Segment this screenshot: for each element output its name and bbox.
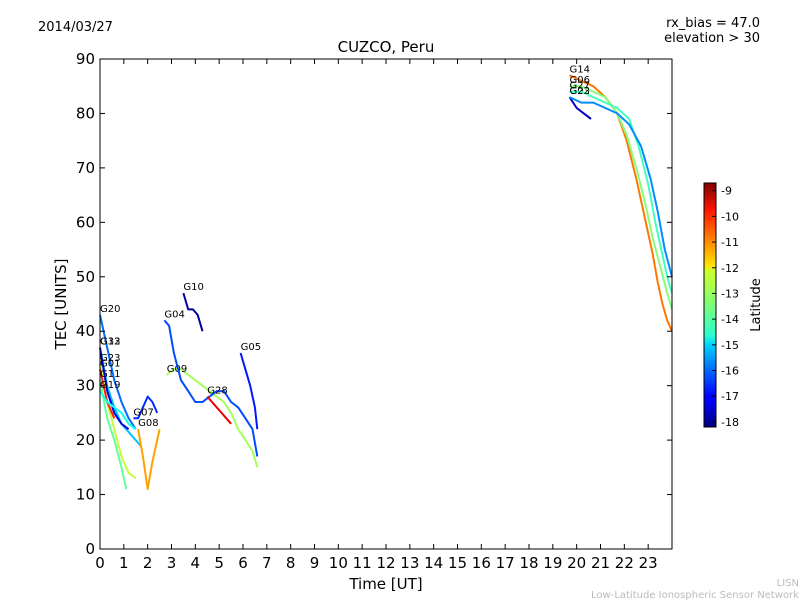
x-tick-label: 7 <box>262 554 272 572</box>
x-tick-label: 11 <box>353 554 372 572</box>
series-label-g22: G22 <box>570 86 590 97</box>
series-label-g11: G11 <box>100 369 120 380</box>
series-label-g19: G19 <box>100 380 120 391</box>
series-line-g05 <box>239 352 259 430</box>
y-axis-label: TEC [UNITS] <box>52 259 70 351</box>
colorbar-ticks: -9 -10 -11 -12 -13 -14 -15 -16 -17 -18 <box>712 185 739 429</box>
x-tick-label: 20 <box>567 554 586 572</box>
x-tick-label: 21 <box>591 554 610 572</box>
y-tick-label: 60 <box>76 213 95 231</box>
colorbar <box>703 182 717 428</box>
colorbar-tick-label: -15 <box>721 339 739 352</box>
series-label-g14: G14 <box>570 64 590 75</box>
series-line-g03 <box>568 96 592 120</box>
series-label-g20: G20 <box>100 304 120 315</box>
series-label-g09: G09 <box>167 364 187 375</box>
series-label-g13: G13 <box>100 337 120 348</box>
colorbar-tick-label: -13 <box>721 287 739 300</box>
y-tick-label: 0 <box>85 540 95 558</box>
y-axis: 0 10 20 30 40 50 60 70 80 90 <box>76 50 672 558</box>
series-label-g06: G06 <box>570 75 590 86</box>
x-tick-label: 2 <box>143 554 153 572</box>
x-tick-label: 9 <box>310 554 320 572</box>
x-tick-label: 6 <box>238 554 248 572</box>
series-line-g20 <box>99 314 137 430</box>
series-line-g11 <box>99 380 128 490</box>
series-line-g13 <box>99 347 130 430</box>
series-label-g23: G23 <box>100 353 120 364</box>
colorbar-tick-label: -17 <box>721 390 739 403</box>
x-tick-label: 17 <box>496 554 515 572</box>
x-tick-label: 15 <box>448 554 467 572</box>
series-line-g22 <box>569 96 673 278</box>
series-line-g14 <box>569 74 673 332</box>
chart-title: CUZCO, Peru <box>338 38 435 56</box>
series-label-g10: G10 <box>183 282 203 293</box>
colorbar-tick-label: -14 <box>721 313 739 326</box>
x-tick-label: 18 <box>519 554 538 572</box>
series-line-g10 <box>182 292 204 332</box>
x-tick-label: 23 <box>639 554 658 572</box>
x-axis: 0 1 2 3 4 5 6 7 8 9 10 11 12 13 14 15 16 17 18 19 20 21 22 23 <box>95 59 658 572</box>
colorbar-tick-label: -10 <box>721 210 739 223</box>
x-tick-label: 16 <box>472 554 491 572</box>
x-tick-label: 22 <box>615 554 634 572</box>
colorbar-tick-label: -12 <box>721 262 739 275</box>
series-label-g05: G05 <box>241 342 261 353</box>
colorbar-tick-label: -9 <box>721 185 732 198</box>
y-tick-label: 80 <box>76 104 95 122</box>
x-tick-label: 1 <box>119 554 129 572</box>
y-tick-label: 10 <box>76 486 95 504</box>
y-tick-label: 50 <box>76 268 95 286</box>
x-tick-label: 12 <box>376 554 395 572</box>
x-tick-label: 10 <box>329 554 348 572</box>
x-tick-label: 13 <box>400 554 419 572</box>
x-tick-label: 8 <box>286 554 296 572</box>
series-line-g06 <box>569 85 673 310</box>
y-tick-label: 30 <box>76 377 95 395</box>
watermark-lisn: LISN <box>777 578 799 589</box>
colorbar-tick-label: -11 <box>721 236 739 249</box>
series-label-g01: G01 <box>100 358 120 369</box>
y-tick-label: 20 <box>76 431 95 449</box>
series-line-g08 <box>137 428 161 491</box>
series-label-g32: G32 <box>100 337 120 348</box>
series-label-g27: G27 <box>570 81 590 92</box>
colorbar-tick-label: -16 <box>721 364 739 377</box>
x-tick-label: 0 <box>95 554 105 572</box>
y-tick-label: 90 <box>76 50 95 68</box>
x-tick-label: 14 <box>424 554 443 572</box>
x-tick-label: 5 <box>214 554 224 572</box>
date-label: 2014/03/27 <box>38 20 113 35</box>
series-line-g19 <box>99 390 137 431</box>
series-label-g28: G28 <box>207 386 227 397</box>
colorbar-label: Latitude <box>749 278 764 332</box>
x-tick-label: 19 <box>543 554 562 572</box>
colorbar-tick-label: -18 <box>721 416 739 429</box>
series-label-g07: G07 <box>133 407 153 418</box>
series-line-g09 <box>166 368 259 468</box>
rx-bias-label: rx_bias = 47.0 <box>666 16 760 31</box>
elevation-label: elevation > 30 <box>664 31 760 46</box>
x-axis-label: Time [UT] <box>348 575 422 593</box>
series-line-g04 <box>163 319 259 457</box>
y-tick-label: 70 <box>76 159 95 177</box>
y-tick-label: 40 <box>76 322 95 340</box>
series-line-g07 <box>133 395 159 420</box>
series-line-g28 <box>206 395 232 425</box>
x-tick-label: 4 <box>191 554 201 572</box>
x-tick-label: 3 <box>167 554 177 572</box>
series-label-g04: G04 <box>164 309 184 320</box>
series-label-g08: G08 <box>138 418 158 429</box>
watermark-network: Low-Latitude Ionospheric Sensor Network <box>591 590 799 600</box>
